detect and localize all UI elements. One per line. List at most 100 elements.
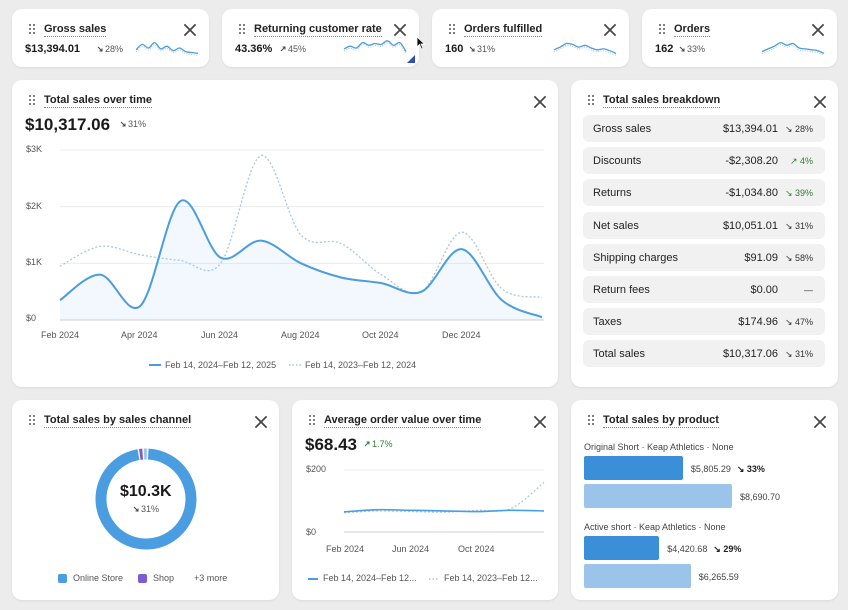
card-title: Total sales by sales channel xyxy=(44,414,192,428)
drag-handle-icon[interactable] xyxy=(29,24,37,35)
average-order-value-card[interactable]: Average order value over time $68.43 1.7… xyxy=(292,400,558,600)
bar-current[interactable] xyxy=(584,536,660,560)
x-tick-label: Dec 2024 xyxy=(442,330,481,340)
breakdown-label: Returns xyxy=(593,187,632,200)
breakdown-row: Net sales $10,051.01 ↘ 31% xyxy=(583,211,825,239)
kpi-title: Returning customer rate xyxy=(254,23,382,37)
kpi-card-orders[interactable]: Orders 162 33% xyxy=(642,9,837,67)
breakdown-amount: $13,394.01 xyxy=(722,123,778,135)
breakdown-label: Net sales xyxy=(593,219,639,232)
drag-handle-icon[interactable] xyxy=(588,95,596,106)
sales-by-product-card[interactable]: Total sales by product Original Short · … xyxy=(571,400,838,600)
breakdown-label: Discounts xyxy=(593,155,642,168)
series-line-previous xyxy=(59,155,543,298)
kpi-change: 45% xyxy=(288,44,307,54)
kpi-value: $13,394.01 xyxy=(25,43,81,55)
legend-solid-line-icon xyxy=(149,364,161,366)
sparkline xyxy=(343,40,407,54)
bar-previous[interactable] xyxy=(584,564,691,588)
breakdown-row: Shipping charges $91.09 ↘ 58% xyxy=(583,243,825,271)
y-tick-label: $1K xyxy=(26,257,43,267)
kpi-card-orders-fulfilled[interactable]: Orders fulfilled 160 31% xyxy=(432,9,629,67)
x-tick-label: Jun 2024 xyxy=(392,544,430,554)
close-icon[interactable] xyxy=(183,23,197,37)
product-label: Original Short · Keap Athletics · None xyxy=(584,442,734,452)
sparkline-previous xyxy=(343,42,407,54)
sparkline xyxy=(761,41,825,56)
x-tick-label: Feb 2024 xyxy=(41,330,80,340)
legend-swatch xyxy=(58,574,67,583)
kpi-change: 33% xyxy=(687,44,706,54)
x-tick-label: Apr 2024 xyxy=(121,330,158,340)
drag-handle-icon[interactable] xyxy=(449,24,457,35)
close-icon[interactable] xyxy=(603,23,617,37)
drag-handle-icon[interactable] xyxy=(588,415,596,426)
breakdown-change: ↘ 47% xyxy=(784,317,813,328)
legend-previous: Feb 14, 2023–Feb 12... xyxy=(444,573,538,583)
bar-previous[interactable] xyxy=(584,484,732,508)
aov-line-chart xyxy=(343,469,545,533)
drag-handle-icon[interactable] xyxy=(239,24,247,35)
drag-handle-icon[interactable] xyxy=(659,24,667,35)
total-sales-over-time-card[interactable]: Total sales over time $10,317.06 31% $3K… xyxy=(12,80,558,387)
legend-swatch xyxy=(138,574,147,583)
close-icon[interactable] xyxy=(393,23,407,37)
bar-current[interactable] xyxy=(584,456,683,480)
arrow-down-icon xyxy=(679,46,685,52)
breakdown-change: ↘ 31% xyxy=(784,349,813,360)
breakdown-row: Taxes $174.96 ↘ 47% xyxy=(583,308,825,336)
x-tick-label: Aug 2024 xyxy=(281,330,320,340)
bar-change: ↘ 29% xyxy=(713,544,742,554)
kpi-card-gross-sales[interactable]: Gross sales $13,394.01 28% xyxy=(12,9,209,67)
donut-center-change: 31% xyxy=(141,504,160,514)
breakdown-amount: $10,317.06 xyxy=(722,348,778,361)
product-label: Active short · Keap Athletics · None xyxy=(584,522,726,532)
aov-change: 1.7% xyxy=(372,439,393,449)
close-icon[interactable] xyxy=(533,415,547,429)
close-icon[interactable] xyxy=(533,95,547,109)
drag-handle-icon[interactable] xyxy=(29,95,37,106)
series-line-current xyxy=(343,508,545,513)
legend-current: Feb 14, 2024–Feb 12, 2025 xyxy=(165,360,277,370)
close-icon[interactable] xyxy=(813,95,827,109)
sparkline-current xyxy=(761,41,825,54)
breakdown-label: Shipping charges xyxy=(593,251,679,264)
kpi-value: 43.36% xyxy=(235,43,273,55)
close-icon[interactable] xyxy=(254,415,268,429)
drag-handle-icon[interactable] xyxy=(29,415,37,426)
total-sales-value: $10,317.06 xyxy=(25,115,111,134)
breakdown-change: — xyxy=(804,285,813,295)
resize-handle-icon[interactable] xyxy=(407,55,415,63)
sparkline xyxy=(135,41,199,56)
y-tick-label: $0 xyxy=(26,313,37,323)
breakdown-label: Return fees xyxy=(593,284,650,296)
breakdown-change: ↘ 31% xyxy=(784,220,813,231)
close-icon[interactable] xyxy=(813,415,827,429)
close-icon[interactable] xyxy=(811,23,825,37)
kpi-title: Orders xyxy=(674,23,711,37)
breakdown-amount: -$1,034.80 xyxy=(725,187,778,200)
drag-handle-icon[interactable] xyxy=(309,415,317,426)
kpi-value: 162 xyxy=(655,43,674,55)
arrow-down-icon xyxy=(97,46,103,52)
legend-more-button[interactable]: +3 more xyxy=(194,573,228,583)
total-sales-breakdown-card[interactable]: Total sales breakdown Gross sales $13,394… xyxy=(571,80,838,387)
legend-dotted-line-icon xyxy=(429,578,439,580)
kpi-change: 31% xyxy=(477,44,496,54)
arrow-down-icon xyxy=(120,121,126,127)
breakdown-change: ↘ 58% xyxy=(784,252,813,263)
card-title: Total sales over time xyxy=(44,94,153,108)
y-tick-label: $2K xyxy=(26,201,43,211)
kpi-card-returning-customer-rate[interactable]: Returning customer rate 43.36% 45% xyxy=(222,9,419,67)
x-tick-label: Jun 2024 xyxy=(201,330,239,340)
breakdown-amount: -$2,308.20 xyxy=(725,155,778,168)
sparkline xyxy=(553,42,617,56)
mouse-cursor-icon xyxy=(416,36,426,50)
y-tick-label: $3K xyxy=(26,144,43,154)
kpi-change: 28% xyxy=(105,44,124,54)
legend-current: Feb 14, 2024–Feb 12... xyxy=(323,573,417,583)
bar-previous-value: $6,265.59 xyxy=(698,572,739,582)
sparkline-previous xyxy=(135,44,199,56)
card-title: Total sales breakdown xyxy=(603,94,721,108)
sales-by-channel-card[interactable]: Total sales by sales channel $10.3K 31% … xyxy=(12,400,279,600)
